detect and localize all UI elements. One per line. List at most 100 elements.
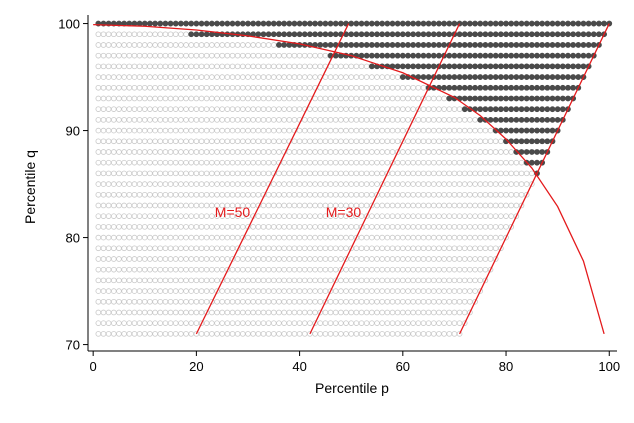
point-filled (508, 84, 515, 91)
point-open (358, 266, 365, 273)
point-open (111, 31, 117, 38)
point-open (270, 63, 277, 70)
point-open (384, 266, 391, 273)
point-open (250, 52, 256, 59)
point-filled (503, 116, 509, 123)
point-open (410, 298, 416, 305)
point-filled (575, 42, 582, 48)
point-open (126, 106, 133, 112)
point-open (307, 266, 313, 273)
point-open (451, 127, 458, 134)
point-filled (554, 84, 561, 91)
point-open (291, 74, 298, 80)
x-tick-label: 100 (598, 359, 620, 374)
point-open (312, 309, 318, 316)
point-open (296, 245, 303, 252)
point-open (209, 84, 215, 91)
point-filled (523, 63, 530, 70)
point-open (286, 52, 293, 59)
point-open (188, 117, 195, 123)
point-open (332, 266, 339, 273)
point-open (172, 106, 179, 112)
point-open (296, 95, 303, 102)
point-open (451, 138, 458, 145)
point-open (100, 170, 107, 177)
point-open (157, 191, 164, 198)
point-open (209, 277, 215, 284)
point-open (209, 63, 215, 70)
point-open (136, 181, 143, 187)
point-open (234, 52, 241, 59)
point-filled (528, 63, 535, 70)
point-open (363, 106, 370, 112)
point-open (281, 52, 287, 59)
point-open (260, 320, 267, 326)
point-open (188, 288, 195, 294)
point-open (245, 63, 251, 70)
point-open (167, 127, 174, 134)
point-open (353, 74, 360, 80)
point-open (384, 106, 391, 112)
point-open (420, 213, 427, 219)
point-open (348, 149, 355, 155)
point-filled (534, 127, 540, 134)
point-open (141, 63, 148, 70)
point-open (209, 138, 215, 145)
point-open (245, 117, 251, 123)
point-open (296, 288, 303, 294)
point-open (193, 202, 200, 209)
point-open (389, 288, 396, 294)
point-open (286, 127, 293, 134)
point-filled (539, 31, 546, 38)
point-filled (317, 31, 324, 38)
point-open (338, 191, 344, 198)
point-open (456, 138, 463, 145)
point-open (255, 170, 262, 177)
point-open (291, 298, 298, 305)
point-open (430, 202, 437, 209)
point-open (343, 117, 349, 123)
point-open (100, 138, 107, 145)
point-open (105, 106, 112, 112)
point-filled (363, 31, 370, 38)
point-filled (565, 52, 571, 59)
point-filled (208, 20, 215, 27)
point-filled (554, 52, 561, 59)
point-open (100, 191, 107, 198)
point-filled (487, 74, 494, 80)
point-open (162, 170, 169, 177)
point-open (317, 149, 324, 155)
point-open (436, 149, 442, 155)
point-open (121, 202, 127, 209)
point-open (358, 256, 365, 262)
point-open (162, 245, 169, 252)
point-open (214, 309, 220, 316)
point-open (229, 52, 236, 59)
point-open (312, 266, 318, 273)
point-open (136, 149, 143, 155)
point-open (436, 288, 442, 294)
point-open (332, 149, 339, 155)
point-open (157, 213, 164, 219)
point-open (100, 202, 107, 209)
point-open (147, 288, 153, 294)
point-open (162, 224, 169, 230)
point-open (317, 181, 324, 187)
point-open (492, 149, 499, 155)
point-open (307, 106, 313, 112)
point-open (358, 181, 365, 187)
point-open (152, 117, 158, 123)
point-filled (508, 63, 515, 70)
point-open (332, 181, 339, 187)
point-open (203, 245, 210, 252)
point-open (472, 256, 478, 262)
point-open (430, 127, 437, 134)
point-filled (570, 74, 577, 80)
point-filled (487, 20, 494, 27)
point-open (281, 202, 287, 209)
point-open (307, 224, 313, 230)
point-open (183, 95, 189, 102)
point-open (229, 288, 236, 294)
point-open (420, 320, 427, 326)
point-filled (513, 95, 520, 102)
